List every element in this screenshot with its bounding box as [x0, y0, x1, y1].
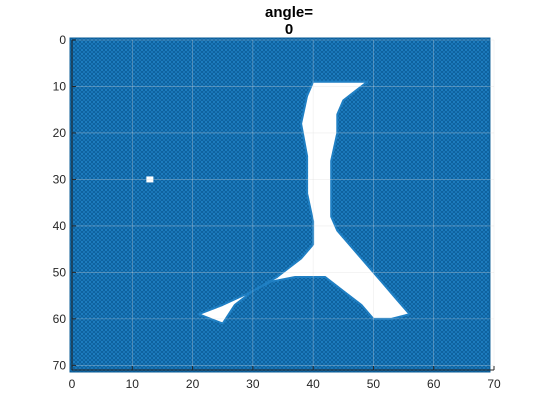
- plot-area: [69, 37, 495, 373]
- y-tick-label: 40: [53, 219, 67, 233]
- x-tick-label: 30: [246, 377, 260, 391]
- y-tick-label: 70: [53, 358, 67, 372]
- x-tick-label: 40: [306, 377, 320, 391]
- chart-title-line-1: angle=: [265, 4, 313, 21]
- y-tick-label: 30: [53, 172, 67, 186]
- x-axis-ticks: 0 10 20 30 40 50 60 70: [69, 366, 501, 391]
- y-tick-label: 50: [53, 265, 67, 279]
- y-tick-label: 60: [53, 312, 67, 326]
- y-tick-label: 0: [59, 33, 66, 47]
- scatter-marker-field: [69, 37, 491, 373]
- chart-title-line-2: 0: [285, 21, 293, 38]
- x-tick-label: 70: [487, 377, 501, 391]
- x-tick-label: 60: [427, 377, 441, 391]
- x-tick-label: 10: [126, 377, 140, 391]
- x-tick-label: 20: [186, 377, 200, 391]
- x-tick-label: 0: [69, 377, 76, 391]
- y-axis-ticks: 0 10 20 30 40 50 60 70: [53, 33, 76, 372]
- y-tick-label: 20: [53, 126, 67, 140]
- y-tick-label: 10: [53, 79, 67, 93]
- x-tick-label: 50: [367, 377, 381, 391]
- empty-region: [197, 80, 411, 325]
- grid-overlay: [71, 39, 495, 370]
